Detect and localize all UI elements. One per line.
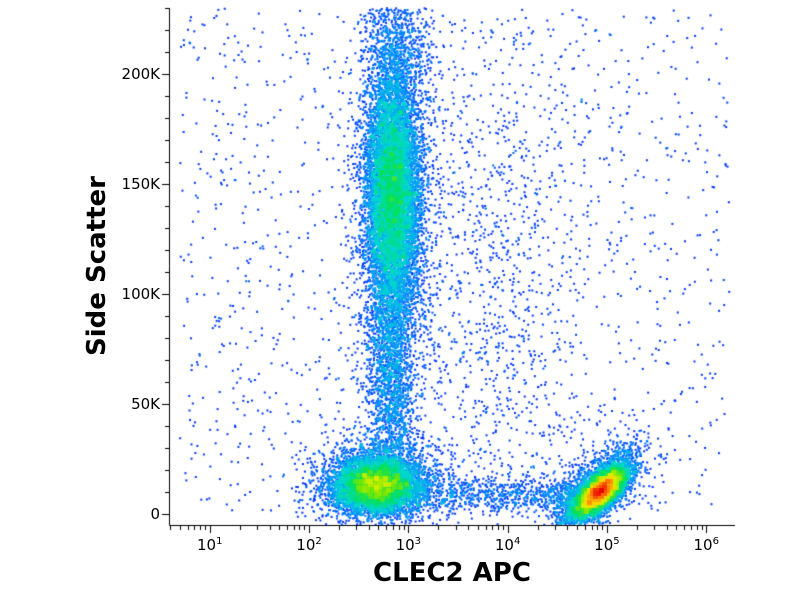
x-tick-label: 106	[693, 536, 719, 554]
y-tick-label: 200K	[121, 65, 160, 83]
y-tick-label: 100K	[121, 285, 160, 303]
x-tick-label: 105	[594, 536, 620, 554]
y-tick-label: 0	[150, 505, 160, 523]
x-tick-label: 103	[395, 536, 422, 554]
y-tick-label: 50K	[131, 395, 160, 413]
y-tick-label: 150K	[121, 175, 160, 193]
x-tick-label: 102	[296, 536, 322, 554]
x-tick-label: 104	[494, 536, 521, 554]
y-axis-label: Side Scatter	[82, 176, 112, 356]
x-tick-label: 101	[196, 536, 223, 554]
x-axis-label: CLEC2 APC	[373, 558, 531, 588]
